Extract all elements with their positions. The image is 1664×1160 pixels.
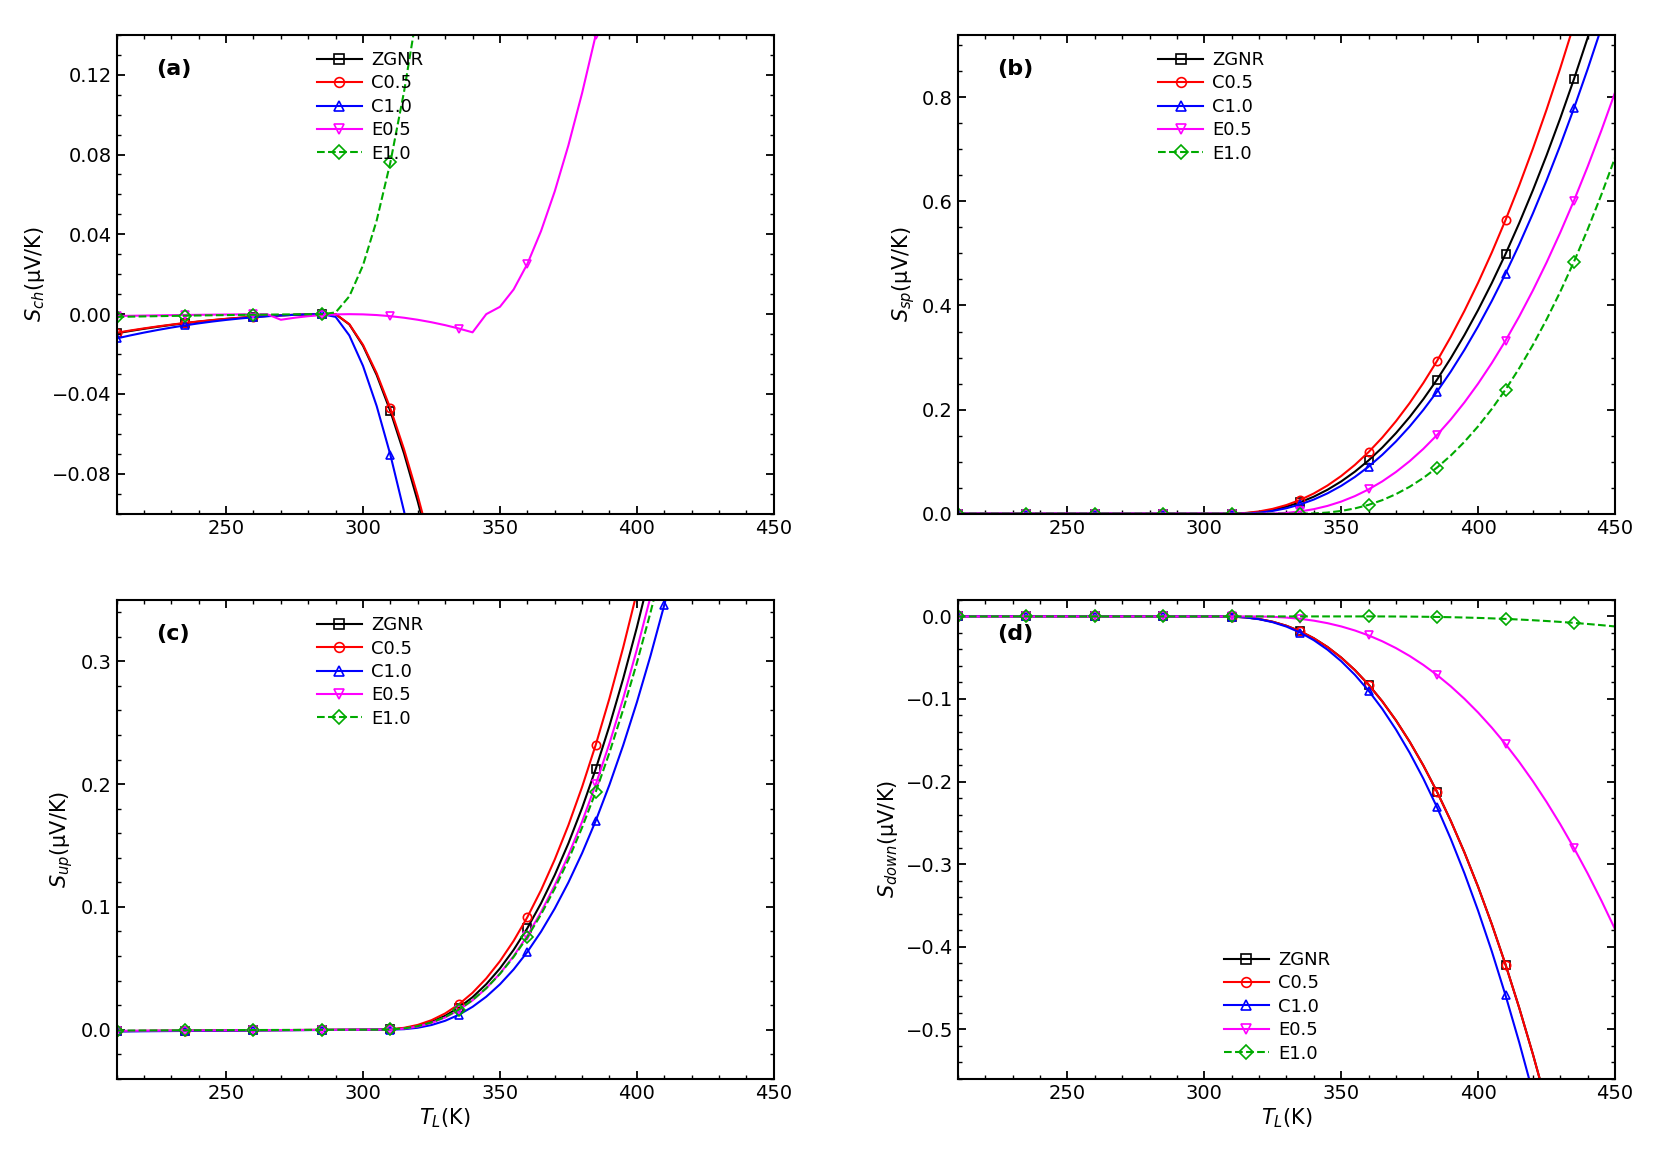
Y-axis label: $S_{ch}$(μV/K): $S_{ch}$(μV/K) [23, 226, 47, 322]
Y-axis label: $S_{up}$(μV/K): $S_{up}$(μV/K) [48, 791, 75, 887]
Text: (c): (c) [156, 624, 190, 644]
Legend: ZGNR, C0.5, C1.0, E0.5, E1.0: ZGNR, C0.5, C1.0, E0.5, E1.0 [310, 44, 429, 169]
Y-axis label: $S_{sp}$(μV/K): $S_{sp}$(μV/K) [889, 226, 915, 322]
Text: (b): (b) [997, 59, 1033, 79]
X-axis label: $T_L$(K): $T_L$(K) [1260, 1107, 1311, 1131]
Legend: ZGNR, C0.5, C1.0, E0.5, E1.0: ZGNR, C0.5, C1.0, E0.5, E1.0 [310, 609, 429, 735]
Legend: ZGNR, C0.5, C1.0, E0.5, E1.0: ZGNR, C0.5, C1.0, E0.5, E1.0 [1150, 44, 1271, 169]
Legend: ZGNR, C0.5, C1.0, E0.5, E1.0: ZGNR, C0.5, C1.0, E0.5, E1.0 [1216, 944, 1336, 1070]
Text: (d): (d) [997, 624, 1033, 644]
Y-axis label: $S_{down}$(μV/K): $S_{down}$(μV/K) [875, 781, 900, 898]
X-axis label: $T_L$(K): $T_L$(K) [419, 1107, 471, 1131]
Text: (a): (a) [156, 59, 191, 79]
